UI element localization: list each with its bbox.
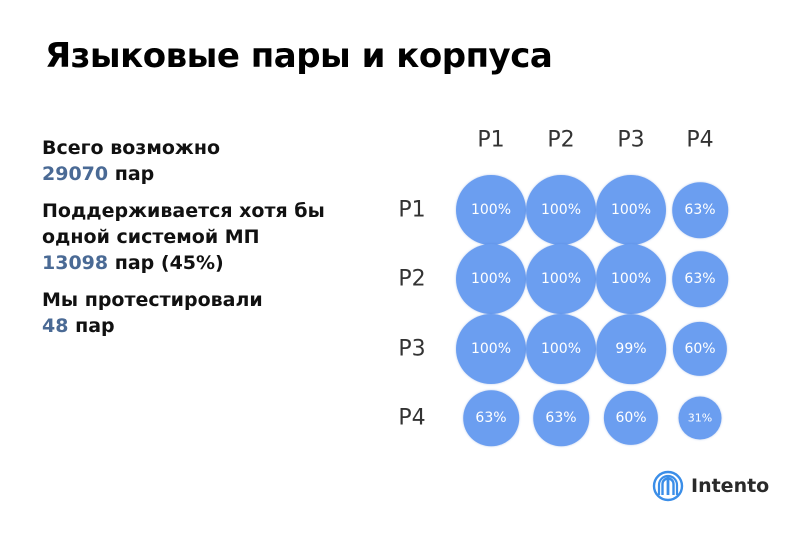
row-header-p4: P4 xyxy=(398,405,426,431)
stat-total-number: 29070 xyxy=(42,163,109,185)
logo-text: Intento xyxy=(691,475,770,497)
bubble-p3-p4: 60% xyxy=(672,321,728,377)
bubble-label: 63% xyxy=(684,201,716,218)
bubble-label: 100% xyxy=(610,202,652,218)
bubble-label: 100% xyxy=(610,271,652,287)
column-header-p1: P1 xyxy=(477,127,505,153)
bubble-label: 63% xyxy=(475,409,507,426)
bubble-label: 63% xyxy=(684,270,716,287)
bubble-label: 60% xyxy=(615,410,647,426)
bubble-p2-p3: 100% xyxy=(596,244,666,314)
bubble-label: 100% xyxy=(470,341,512,357)
stat-supported-number: 13098 xyxy=(42,252,109,274)
intento-logo-icon xyxy=(652,470,684,502)
page-title: Языковые пары и корпуса xyxy=(45,36,553,76)
row-header-p1: P1 xyxy=(398,197,426,223)
stat-supported-label-2: одной системой МП xyxy=(42,226,260,248)
bubble-label: 100% xyxy=(470,202,512,218)
stat-total-label: Всего возможно xyxy=(42,137,221,159)
bubble-label: 63% xyxy=(545,409,577,426)
stat-tested-unit: пар xyxy=(75,315,115,337)
bubble-p2-p2: 100% xyxy=(526,244,596,314)
bubble-p4-p3: 60% xyxy=(603,390,659,446)
column-header-p3: P3 xyxy=(617,127,645,153)
stat-tested-number: 48 xyxy=(42,315,69,337)
row-header-p3: P3 xyxy=(398,336,426,362)
stats-panel: Всего возможно 29070 пар Поддерживается … xyxy=(42,135,382,350)
stat-supported-unit: пар (45%) xyxy=(114,252,224,274)
bubble-p2-p1: 100% xyxy=(456,244,526,314)
bubble-label: 100% xyxy=(540,202,582,218)
bubble-p3-p3: 99% xyxy=(596,314,666,384)
stat-total-value: 29070 пар xyxy=(42,161,382,187)
bubble-p4-p2: 63% xyxy=(533,390,589,446)
bubble-label: 99% xyxy=(615,340,647,357)
row-header-p2: P2 xyxy=(398,266,426,292)
intento-logo: Intento xyxy=(652,470,769,502)
stat-supported: Поддерживается хотя бы одной системой МП… xyxy=(42,198,382,276)
bubble-label: 100% xyxy=(470,271,512,287)
column-header-p2: P2 xyxy=(547,127,575,153)
stat-tested-value: 48 пар xyxy=(42,313,382,339)
bubble-p3-p2: 100% xyxy=(526,314,596,384)
bubble-p1-p3: 100% xyxy=(596,175,666,245)
stat-supported-value: 13098 пар (45%) xyxy=(42,250,382,276)
stat-tested-label: Мы протестировали xyxy=(42,289,263,311)
stat-supported-label-1: Поддерживается хотя бы xyxy=(42,200,325,222)
stat-total-unit: пар xyxy=(114,163,155,185)
bubble-label: 60% xyxy=(684,341,716,357)
bubble-p4-p1: 63% xyxy=(463,390,519,446)
bubble-label: 31% xyxy=(687,411,713,425)
bubble-label: 100% xyxy=(540,271,582,287)
bubble-p4-p4: 31% xyxy=(678,396,722,440)
bubble-p2-p4: 63% xyxy=(672,251,728,307)
bubble-p3-p1: 100% xyxy=(456,314,526,384)
bubble-p1-p2: 100% xyxy=(526,175,596,245)
bubble-label: 100% xyxy=(540,341,582,357)
stat-tested: Мы протестировали 48 пар xyxy=(42,287,382,339)
bubble-p1-p4: 63% xyxy=(672,182,728,238)
bubble-p1-p1: 100% xyxy=(456,175,526,245)
column-header-p4: P4 xyxy=(686,127,714,153)
stat-total: Всего возможно 29070 пар xyxy=(42,135,382,187)
